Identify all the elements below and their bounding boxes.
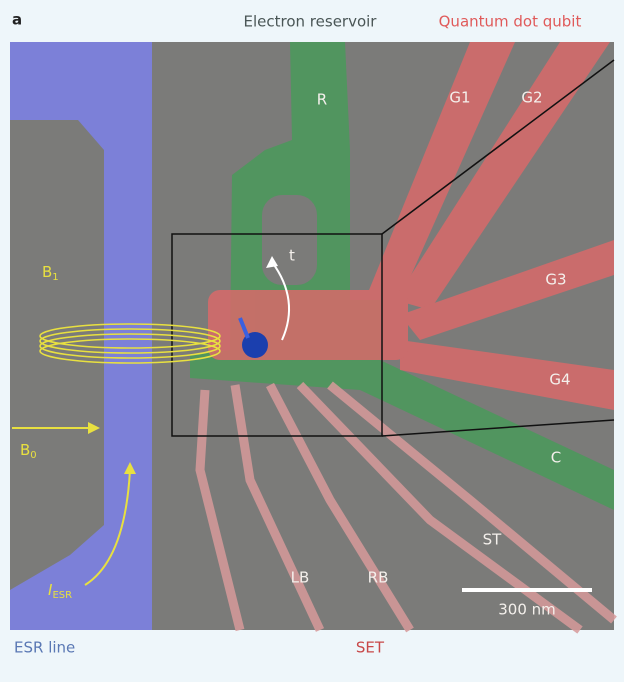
scale-bar-label: 300 nm [498, 601, 556, 619]
label-c: C [551, 449, 561, 467]
footer-right: SET [356, 639, 385, 657]
label-r: R [317, 91, 327, 109]
label-g2: G2 [521, 89, 542, 107]
label-t: t [289, 247, 295, 265]
header-left: Electron reservoir [244, 13, 378, 31]
label-g4: G4 [549, 371, 570, 389]
figure: a Electron reservoir Quantum dot qubit [0, 0, 624, 682]
label-rb: RB [368, 569, 389, 587]
header-right: Quantum dot qubit [439, 13, 582, 31]
footer-left: ESR line [14, 639, 75, 657]
micrograph [10, 42, 614, 630]
panel-label: a [12, 11, 22, 29]
label-st: ST [483, 531, 503, 549]
label-g3: G3 [545, 271, 566, 289]
label-g1: G1 [449, 89, 470, 107]
label-lb: LB [291, 569, 310, 587]
